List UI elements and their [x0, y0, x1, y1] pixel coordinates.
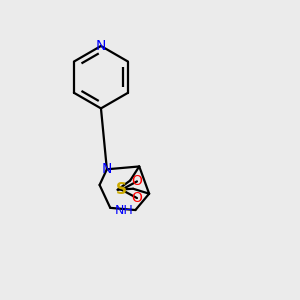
Text: O: O — [131, 191, 142, 205]
Text: N: N — [96, 39, 106, 53]
Text: NH: NH — [115, 203, 134, 217]
Text: N: N — [102, 162, 112, 176]
Text: O: O — [131, 174, 142, 188]
Text: S: S — [116, 182, 127, 197]
